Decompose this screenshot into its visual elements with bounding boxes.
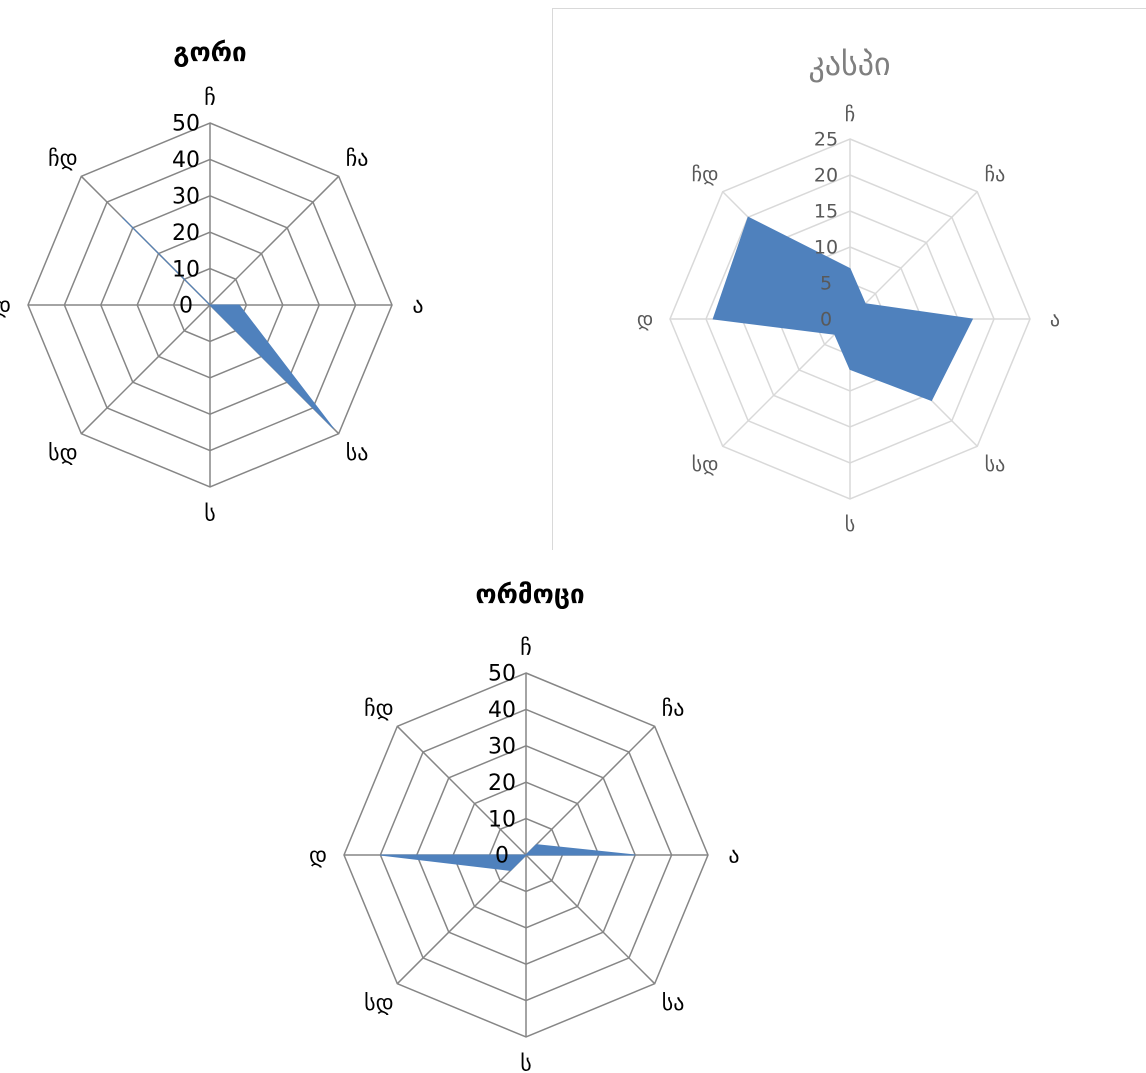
- tick-label: 30: [172, 185, 200, 210]
- series-area: [712, 216, 974, 402]
- category-label: ა: [412, 294, 423, 319]
- tick-label: 5: [820, 273, 832, 295]
- radar-plot: 0 5 10 15 20 25 ჩ ჩა ა სა ს სდ დ ჩდ: [637, 102, 1060, 536]
- category-label: ჩა: [985, 162, 1006, 186]
- category-label: სდ: [364, 991, 394, 1016]
- category-label: დ: [0, 294, 11, 319]
- chart-title: ორმოცი: [475, 580, 585, 610]
- category-label: ჩ: [520, 636, 532, 661]
- radar-chart-gori: გორი 0 10 20 30 40 50 ჩ ჩა ა სა ს სდ დ ჩდ: [0, 0, 424, 540]
- category-label: დ: [637, 307, 653, 331]
- category-label: ჩ: [845, 102, 855, 126]
- category-label: სდ: [48, 441, 78, 466]
- tick-label: 0: [820, 309, 832, 331]
- spoke: [80, 304, 211, 435]
- tick-label: 30: [488, 735, 516, 760]
- spoke: [525, 725, 656, 856]
- tick-label: 15: [814, 201, 838, 223]
- category-label: სა: [985, 452, 1006, 476]
- tick-label: 50: [488, 662, 516, 687]
- tick-label: 0: [495, 844, 509, 869]
- tick-label: 20: [172, 221, 200, 246]
- category-label: სა: [662, 991, 685, 1016]
- tick-label: 40: [488, 698, 516, 723]
- radar-grid: [343, 672, 709, 1038]
- category-label: ა: [728, 844, 739, 869]
- tick-label: 10: [488, 807, 516, 832]
- category-label: ჩა: [662, 697, 685, 722]
- tick-label: 40: [172, 148, 200, 173]
- spoke: [849, 191, 978, 320]
- chart-title: კასპი: [808, 45, 891, 83]
- series-area: [122, 217, 334, 429]
- category-label: ს: [520, 1052, 532, 1073]
- category-label: ს: [204, 502, 216, 527]
- category-label: ს: [845, 512, 855, 536]
- category-label: ჩა: [346, 147, 369, 172]
- tick-label: 20: [814, 165, 838, 187]
- tick-label: 25: [814, 129, 838, 151]
- category-label: დ: [309, 844, 327, 869]
- category-label: ჩდ: [48, 147, 78, 172]
- category-label: სდ: [692, 452, 719, 476]
- spoke: [396, 725, 527, 856]
- tick-label: 0: [179, 294, 193, 319]
- chart-title: გორი: [173, 38, 247, 68]
- category-label: ა: [1050, 307, 1060, 331]
- category-label: სა: [346, 441, 369, 466]
- tick-label: 10: [172, 257, 200, 282]
- radar-chart-ormotsi: ორმოცი 0 10 20 30 40 50 ჩ ჩა ა სა ს სდ დ ჩდ: [300, 570, 760, 1073]
- series-area: [380, 844, 636, 871]
- spoke: [396, 854, 527, 985]
- category-label: ჩდ: [364, 697, 394, 722]
- category-label: ჩდ: [692, 162, 719, 186]
- category-label: ჩ: [204, 86, 216, 111]
- spoke: [209, 175, 340, 306]
- tick-label: 20: [488, 771, 516, 796]
- radar-plot: 0 10 20 30 40 50ჩ ჩა ა სა ს სდ დ ჩდ: [0, 86, 424, 527]
- tick-label: 10: [814, 237, 838, 259]
- spoke: [525, 854, 656, 985]
- spoke: [722, 318, 851, 447]
- radar-chart-kaspi: კასპი 0 5 10 15 20 25 ჩ ჩა ა სა ს სდ დ ჩდ: [552, 8, 1146, 550]
- tick-label: 50: [172, 112, 200, 137]
- radar-plot: 0 10 20 30 40 50ჩ ჩა ა სა ს სდ დ ჩდ: [309, 636, 740, 1073]
